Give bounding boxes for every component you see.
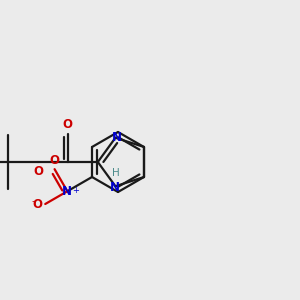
- Text: -: -: [31, 196, 35, 206]
- Text: N: N: [110, 181, 119, 194]
- Text: H: H: [112, 168, 119, 178]
- Text: O: O: [50, 154, 60, 167]
- Text: O: O: [32, 197, 42, 211]
- Text: N: N: [62, 185, 72, 198]
- Text: N: N: [111, 131, 122, 144]
- Text: O: O: [34, 165, 44, 178]
- Text: +: +: [72, 186, 79, 195]
- Text: O: O: [63, 118, 73, 131]
